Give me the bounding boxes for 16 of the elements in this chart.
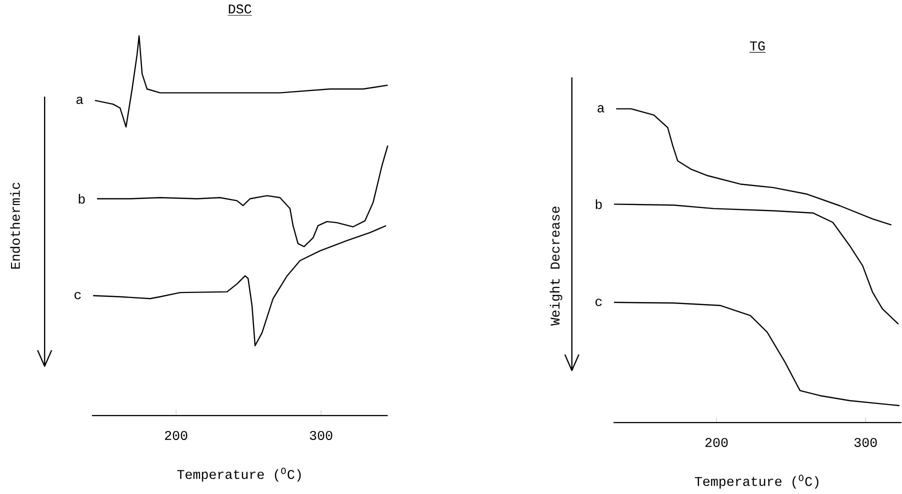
series-label: a (76, 96, 84, 104)
series-label: c (74, 292, 81, 300)
series-label: c (596, 298, 602, 306)
x-axis-title: Temperature ($^{O}$C) (694, 475, 818, 489)
x-tick-label: 200 (705, 438, 728, 448)
x-tick-label: 300 (310, 431, 332, 440)
x-tick-label: 300 (854, 438, 877, 448)
y-axis-title: Endothermic (10, 182, 20, 269)
series-label: b (596, 200, 602, 210)
series-label: a (598, 105, 604, 113)
series-label: b (78, 194, 85, 204)
chart-title: DSC (228, 4, 252, 14)
chart-title: TG (750, 42, 765, 51)
x-axis-title: Temperature ($^{O}$C) (177, 468, 301, 482)
x-tick-label: 200 (164, 431, 188, 440)
y-axis-title: Weight Decrease (550, 206, 562, 326)
